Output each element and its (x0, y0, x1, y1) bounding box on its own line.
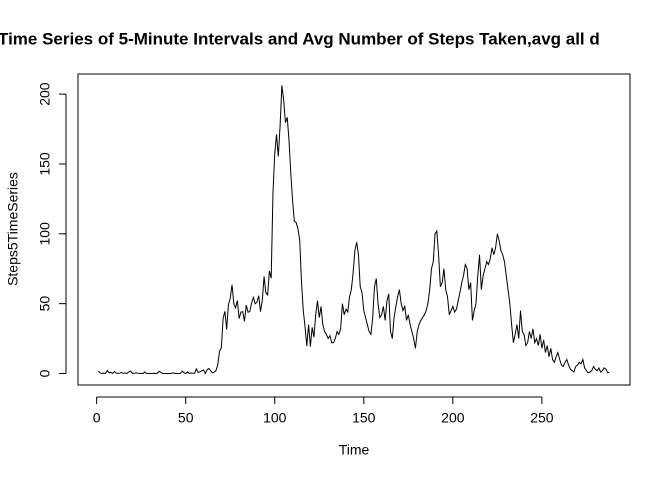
x-tick-label: 0 (93, 410, 101, 426)
y-tick-label: 200 (37, 82, 53, 106)
x-tick-label: 100 (263, 410, 287, 426)
y-tick-label: 0 (37, 369, 53, 377)
x-axis-label: Time (339, 442, 370, 458)
plot-box (77, 73, 631, 386)
x-tick-label: 250 (530, 410, 554, 426)
y-tick-label: 100 (37, 222, 53, 246)
series-line (98, 85, 610, 375)
y-axis-label: Steps5TimeSeries (5, 172, 21, 286)
x-tick-label: 50 (178, 410, 194, 426)
x-tick-label: 200 (441, 410, 465, 426)
y-tick-label: 150 (37, 152, 53, 176)
chart-title: Time Series of 5-Minute Intervals and Av… (0, 29, 600, 48)
x-tick-label: 150 (352, 410, 376, 426)
y-tick-label: 50 (37, 296, 53, 312)
